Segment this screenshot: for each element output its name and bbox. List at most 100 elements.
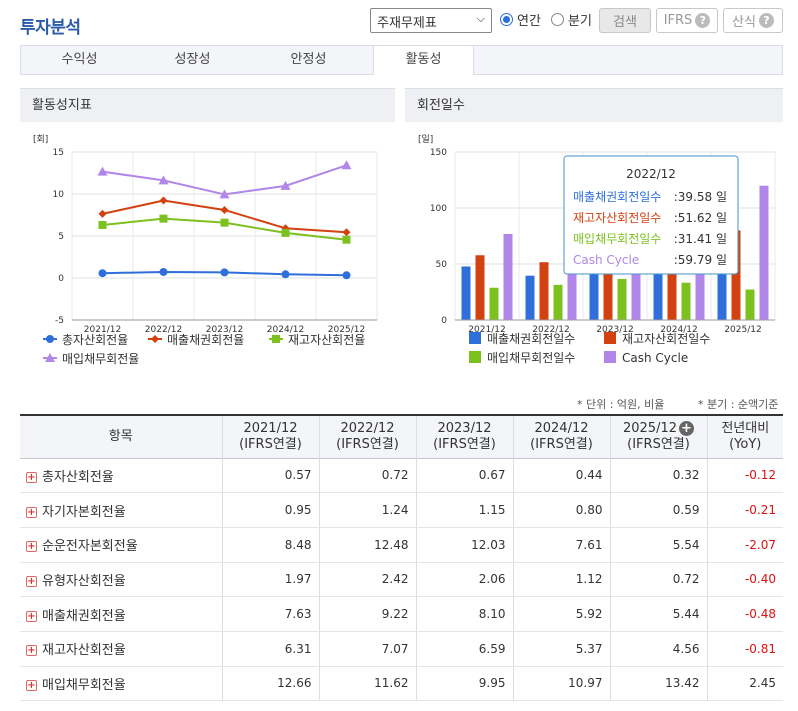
- y-tick-label: -5: [55, 316, 64, 326]
- tab-stability[interactable]: 안정성: [290, 52, 327, 67]
- turnover-days-panel: 회전일수 [일] 0 50 100 150 2021/12 2022/12 2023/12 20…: [405, 88, 783, 378]
- radio-annual[interactable]: 연간: [500, 10, 541, 29]
- quarter-note: * 분기 : 순액기준: [698, 398, 779, 411]
- row-label[interactable]: + 매입채무회전율: [20, 666, 223, 702]
- tab-profitability[interactable]: 수익성: [61, 52, 98, 67]
- statement-select[interactable]: 주재무제표 ⌵: [370, 8, 492, 33]
- x-tick-label: 2024/12: [267, 325, 304, 335]
- table-cell: 1.12: [513, 562, 611, 598]
- table-cell: 1.15: [416, 492, 514, 528]
- x-tick-label: 2024/12: [660, 325, 697, 335]
- legend-label: 재고자산회전율: [288, 333, 365, 347]
- col-header-year: 2025/12 + (IFRS연결): [610, 415, 708, 458]
- expand-icon[interactable]: +: [26, 575, 37, 587]
- data-point: [220, 218, 229, 227]
- table-row: + 유형자산회전율 1.97 2.42 2.06 1.12 0.72 -0.40: [20, 562, 783, 598]
- bar: [617, 278, 627, 320]
- table-cell: 5.54: [610, 527, 708, 563]
- y-unit-label: [일]: [418, 134, 433, 145]
- legend-label: 재고자산회전일수: [622, 332, 710, 346]
- expand-icon[interactable]: +: [26, 610, 37, 622]
- bar: [731, 230, 741, 320]
- table-cell: 0.72: [319, 458, 417, 494]
- ifrs-help-button[interactable]: IFRS?: [656, 8, 718, 33]
- table-row: + 매입채무회전율 12.66 11.62 9.95 10.97 13.42 2.45: [20, 666, 783, 702]
- tab-activity[interactable]: 활동성: [373, 45, 474, 75]
- radio-off-icon: [551, 13, 564, 26]
- bar: [653, 250, 663, 320]
- tab-growth[interactable]: 성장성: [174, 52, 211, 67]
- legend-swatch: [469, 351, 481, 363]
- legend-swatch: [604, 332, 616, 344]
- x-tick-label: 2023/12: [206, 325, 243, 335]
- table-row: + 자기자본회전율 0.95 1.24 1.15 0.80 0.59 -0.21: [20, 492, 783, 528]
- add-column-icon[interactable]: +: [679, 420, 694, 436]
- table-cell: 0.80: [513, 492, 611, 528]
- data-point: [341, 160, 352, 170]
- chart-tooltip: [563, 155, 739, 275]
- row-label[interactable]: + 매출채권회전율: [20, 596, 223, 632]
- y-unit-label: [회]: [33, 134, 48, 145]
- panel-title: 회전일수: [405, 88, 783, 122]
- data-point: [219, 189, 230, 199]
- legend-swatch: [469, 332, 481, 344]
- y-tick-label: 5: [58, 232, 64, 242]
- legend-marker: [45, 353, 55, 362]
- legend-marker: [151, 335, 159, 343]
- legend-swatch: [604, 351, 616, 363]
- tooltip-label: Cash Cycle: [573, 253, 639, 267]
- bar: [553, 284, 563, 320]
- bar: [667, 243, 677, 320]
- row-label[interactable]: + 총자산회전율: [20, 458, 223, 494]
- table-cell: 4.56: [610, 631, 708, 667]
- data-point: [281, 228, 290, 237]
- row-label[interactable]: + 자기자본회전율: [20, 492, 223, 528]
- table-row: + 재고자산회전율 6.31 7.07 6.59 5.37 4.56 -0.81: [20, 631, 783, 667]
- table-cell: 1.24: [319, 492, 417, 528]
- legend-label: 매입채무회전율: [62, 352, 139, 366]
- col-header-year: 2024/12 (IFRS연결): [513, 415, 611, 458]
- table-cell: 7.61: [513, 527, 611, 563]
- y-tick-label: 15: [53, 148, 64, 158]
- table-cell: 0.57: [222, 458, 320, 494]
- yoy-cell: 2.45: [707, 666, 783, 702]
- tooltip-label: 재고자산회전일수: [573, 211, 661, 225]
- tooltip-value: :51.62 일: [674, 211, 727, 225]
- bar: [567, 253, 577, 320]
- table-row: + 총자산회전율 0.57 0.72 0.67 0.44 0.32 -0.12: [20, 458, 783, 494]
- expand-icon[interactable]: +: [26, 471, 37, 483]
- row-label[interactable]: + 순운전자본회전율: [20, 527, 223, 563]
- legend-label: 매출채권회전일수: [487, 332, 575, 346]
- table-row: + 매출채권회전율 7.63 9.22 8.10 5.92 5.44 -0.48: [20, 596, 783, 632]
- search-button[interactable]: 검색: [599, 8, 651, 33]
- analysis-tabs: 수익성 성장성 안정성 활동성: [20, 45, 783, 75]
- expand-icon[interactable]: +: [26, 506, 37, 518]
- data-point: [220, 205, 229, 214]
- bar: [631, 248, 641, 320]
- yoy-cell: -2.07: [707, 527, 783, 563]
- bar: [681, 282, 691, 320]
- bar: [603, 257, 613, 320]
- table-cell: 5.92: [513, 596, 611, 632]
- table-cell: 2.06: [416, 562, 514, 598]
- expand-icon[interactable]: +: [26, 645, 37, 657]
- formula-help-button[interactable]: 산식?: [723, 8, 783, 33]
- row-label[interactable]: + 재고자산회전율: [20, 631, 223, 667]
- chevron-down-icon: ⌵: [476, 12, 485, 25]
- expand-icon[interactable]: +: [26, 679, 37, 691]
- data-point: [98, 209, 107, 218]
- col-header-year: 2022/12 (IFRS연결): [319, 415, 417, 458]
- row-label[interactable]: + 유형자산회전율: [20, 562, 223, 598]
- x-tick-label: 2022/12: [532, 325, 569, 335]
- radio-quarter[interactable]: 분기: [551, 10, 592, 29]
- bar-chart: [일] 0 50 100 150 2021/12 2022/12 2023/12 2024/12…: [418, 134, 776, 365]
- y-tick-label: 10: [53, 190, 65, 200]
- col-header-year: 2021/12 (IFRS연결): [222, 415, 320, 458]
- x-tick-label: 2023/12: [596, 325, 633, 335]
- expand-icon[interactable]: +: [26, 541, 37, 553]
- data-point: [158, 175, 169, 185]
- table-cell: 8.10: [416, 596, 514, 632]
- table-cell: 12.48: [319, 527, 417, 563]
- unit-note: * 단위 : 억원, 비율: [577, 398, 665, 411]
- help-icon: ?: [695, 13, 711, 28]
